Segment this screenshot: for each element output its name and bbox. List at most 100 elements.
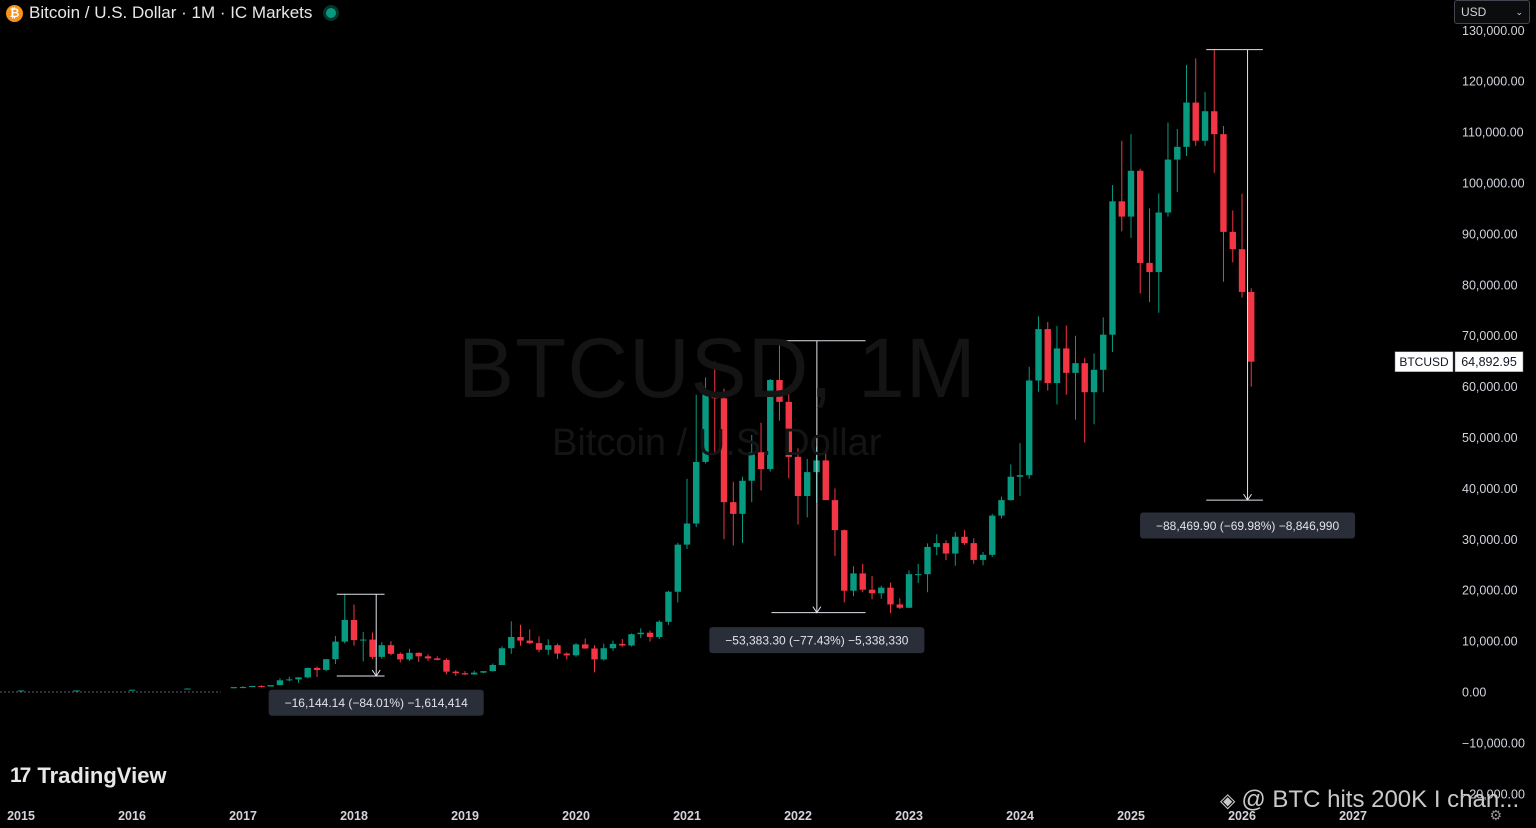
candle-body[interactable] <box>563 653 570 656</box>
candle-body[interactable] <box>776 379 783 402</box>
candle-body[interactable] <box>387 645 395 654</box>
candle-body[interactable] <box>924 546 931 575</box>
candle-body[interactable] <box>979 554 987 560</box>
candle-body[interactable] <box>915 574 922 576</box>
candle-body[interactable] <box>1100 334 1107 370</box>
candle-body[interactable] <box>258 685 265 687</box>
candle-body[interactable] <box>720 398 728 503</box>
candle-body[interactable] <box>989 515 996 555</box>
candle-body[interactable] <box>239 687 247 689</box>
candle-body[interactable] <box>1201 111 1209 141</box>
candle-body[interactable] <box>850 573 857 591</box>
candle-body[interactable] <box>970 543 977 560</box>
candle-body[interactable] <box>702 392 709 462</box>
candle-body[interactable] <box>1248 291 1255 362</box>
settings-icon[interactable]: ⚙ <box>1489 807 1502 823</box>
candle-body[interactable] <box>998 500 1005 516</box>
candle-body[interactable] <box>794 456 802 497</box>
candle-body[interactable] <box>406 652 413 660</box>
candle-body[interactable] <box>730 502 737 514</box>
candle-body[interactable] <box>961 536 968 544</box>
candle-body[interactable] <box>1127 170 1135 217</box>
candle-body[interactable] <box>1016 475 1024 477</box>
candle-body[interactable] <box>1109 201 1116 335</box>
candle-body[interactable] <box>952 536 959 554</box>
candle-body[interactable] <box>1035 329 1042 381</box>
candle-body[interactable] <box>711 392 718 399</box>
candle-body[interactable] <box>628 634 635 646</box>
candle-body[interactable] <box>933 543 940 547</box>
candle-body[interactable] <box>748 452 755 481</box>
candle-body[interactable] <box>545 645 552 650</box>
currency-select[interactable]: USD ⌄ <box>1454 0 1530 24</box>
candle-body[interactable] <box>332 641 339 660</box>
candle-body[interactable] <box>646 632 654 638</box>
candle-body[interactable] <box>517 637 524 641</box>
candle-body[interactable] <box>554 645 561 654</box>
candle-body[interactable] <box>1044 329 1051 384</box>
candle-body[interactable] <box>526 640 533 644</box>
candle-body[interactable] <box>480 671 487 673</box>
candle-body[interactable] <box>693 461 700 524</box>
candle-body[interactable] <box>378 645 385 657</box>
symbol-header[interactable]: ₿ Bitcoin / U.S. Dollar · 1M · IC Market… <box>6 2 337 24</box>
candle-body[interactable] <box>1137 170 1144 263</box>
candle-body[interactable] <box>434 658 441 660</box>
candle-body[interactable] <box>878 587 885 594</box>
candle-body[interactable] <box>1118 201 1125 217</box>
candle-body[interactable] <box>73 690 80 692</box>
candle-body[interactable] <box>1007 476 1014 501</box>
candle-body[interactable] <box>609 643 617 649</box>
candle-body[interactable] <box>1026 380 1033 476</box>
candle-body[interactable] <box>369 639 376 657</box>
candle-body[interactable] <box>859 573 866 590</box>
candle-body[interactable] <box>304 667 311 678</box>
candle-body[interactable] <box>313 667 321 670</box>
candle-body[interactable] <box>1146 262 1153 273</box>
candle-body[interactable] <box>572 644 580 656</box>
candle-body[interactable] <box>230 687 237 689</box>
candle-body[interactable] <box>267 685 274 687</box>
candle-body[interactable] <box>619 643 626 646</box>
candle-body[interactable] <box>683 523 691 545</box>
candle-body[interactable] <box>674 544 681 592</box>
candle-body[interactable] <box>360 639 367 641</box>
candle-body[interactable] <box>757 452 765 470</box>
candle-body[interactable] <box>1238 249 1246 292</box>
candle-body[interactable] <box>1090 369 1098 393</box>
candle-body[interactable] <box>341 619 348 642</box>
candle-body[interactable] <box>767 379 774 470</box>
candle-body[interactable] <box>942 543 950 554</box>
candle-body[interactable] <box>600 648 607 660</box>
candle-body[interactable] <box>508 637 515 649</box>
candle-body[interactable] <box>535 643 543 650</box>
candle-body[interactable] <box>1081 363 1088 393</box>
tradingview-logo[interactable]: 17 TradingView <box>10 763 167 789</box>
candle-body[interactable] <box>397 653 404 660</box>
candle-body[interactable] <box>868 589 876 594</box>
candle-body[interactable] <box>489 665 496 672</box>
candle-body[interactable] <box>17 690 25 692</box>
candle-body[interactable] <box>452 671 459 674</box>
candle-body[interactable] <box>887 587 894 605</box>
candle-body[interactable] <box>1063 348 1070 373</box>
candle-body[interactable] <box>1211 111 1218 135</box>
candle-body[interactable] <box>471 672 478 675</box>
candle-body[interactable] <box>415 652 422 657</box>
candle-body[interactable] <box>461 673 469 675</box>
candle-body[interactable] <box>1053 348 1061 384</box>
candle-body[interactable] <box>804 472 811 497</box>
candle-body[interactable] <box>637 632 644 635</box>
candle-body[interactable] <box>1072 363 1079 373</box>
candle-body[interactable] <box>582 644 589 649</box>
candle-body[interactable] <box>295 677 302 680</box>
candle-body[interactable] <box>286 679 293 681</box>
candle-body[interactable] <box>905 574 913 608</box>
candle-body[interactable] <box>1192 102 1199 141</box>
candle-body[interactable] <box>739 480 746 514</box>
candle-body[interactable] <box>184 688 191 690</box>
candle-body[interactable] <box>1220 134 1227 232</box>
candle-body[interactable] <box>785 401 792 457</box>
candle-body[interactable] <box>1174 146 1181 160</box>
